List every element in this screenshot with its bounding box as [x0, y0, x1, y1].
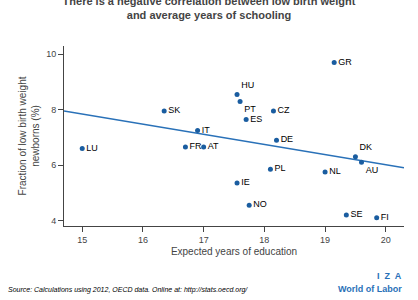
svg-text:AT: AT [208, 141, 219, 151]
svg-text:17: 17 [199, 235, 209, 245]
svg-text:4: 4 [51, 216, 56, 226]
svg-text:Fraction of low birth weightne: Fraction of low birth weightnewborns (%) [17, 76, 41, 195]
svg-text:6: 6 [51, 160, 56, 170]
svg-text:SK: SK [168, 105, 180, 115]
svg-text:Source: Calculations using 201: Source: Calculations using 2012, OECD da… [8, 286, 248, 294]
svg-text:I Z A: I Z A [377, 271, 402, 281]
svg-text:10: 10 [46, 49, 56, 59]
svg-text:19: 19 [320, 235, 330, 245]
svg-text:18: 18 [259, 235, 269, 245]
svg-text:PT: PT [244, 104, 256, 114]
svg-text:15: 15 [77, 235, 87, 245]
svg-text:20: 20 [381, 235, 391, 245]
svg-text:HU: HU [241, 80, 254, 90]
svg-text:IE: IE [241, 177, 250, 187]
svg-text:World of Labor: World of Labor [338, 284, 402, 294]
svg-text:8: 8 [51, 105, 56, 115]
svg-text:LU: LU [86, 143, 98, 153]
svg-text:Expected years of education: Expected years of education [171, 246, 297, 257]
svg-text:ES: ES [250, 114, 262, 124]
svg-text:AU: AU [366, 165, 379, 175]
svg-text:NO: NO [253, 199, 267, 209]
svg-text:There is a negative correlatio: There is a negative correlation between … [63, 0, 356, 21]
svg-text:NL: NL [329, 166, 341, 176]
svg-text:DK: DK [360, 142, 373, 152]
svg-text:FI: FI [381, 212, 389, 222]
svg-text:SE: SE [350, 209, 362, 219]
svg-text:GR: GR [338, 57, 352, 67]
svg-text:16: 16 [138, 235, 148, 245]
svg-text:PL: PL [275, 163, 286, 173]
svg-text:DE: DE [281, 134, 294, 144]
svg-text:CZ: CZ [278, 105, 290, 115]
svg-text:IT: IT [202, 125, 211, 135]
svg-text:FR: FR [190, 141, 202, 151]
